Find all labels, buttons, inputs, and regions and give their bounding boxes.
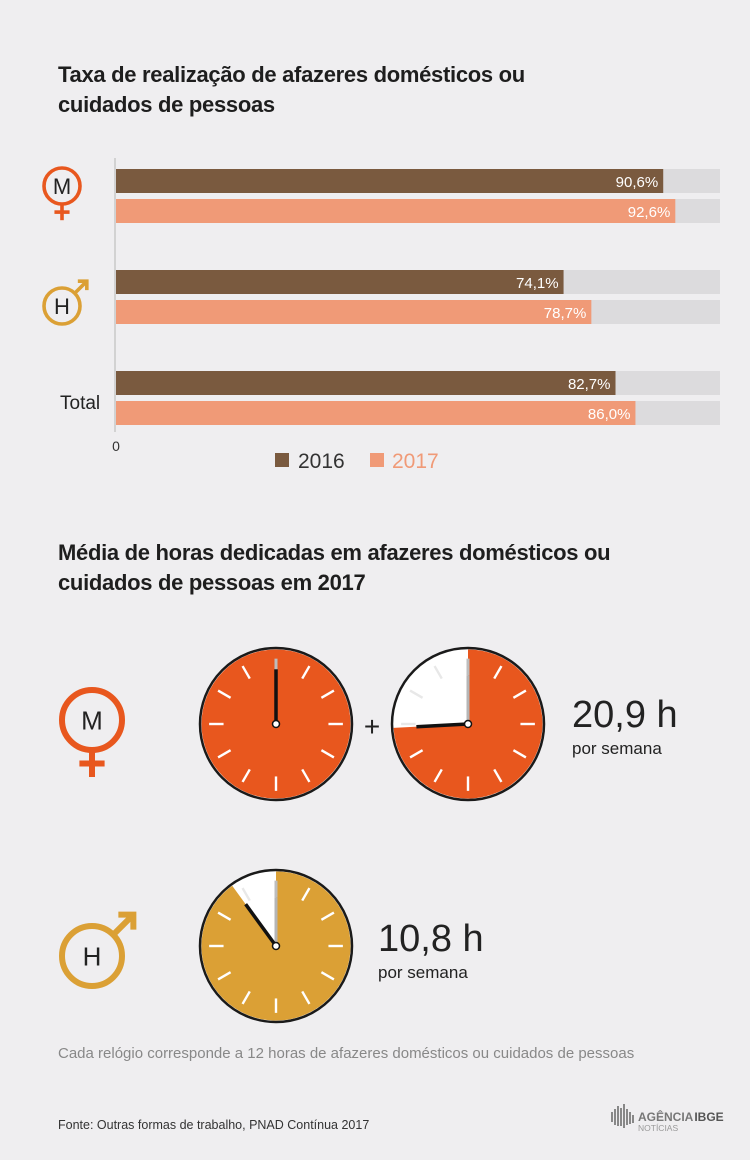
- male-symbol-ring: [59, 923, 125, 989]
- clock-tick: [320, 971, 335, 981]
- bar-2017-h: [116, 300, 592, 324]
- male-hours-value: 10,8 h: [378, 918, 484, 960]
- clock-tick: [433, 768, 443, 783]
- bar-value-label: 92,6%: [628, 204, 671, 221]
- logo-sub-text: NOTÍCIAS: [638, 1123, 678, 1133]
- clock-tick: [409, 689, 424, 699]
- bar-value-label: 90,6%: [616, 174, 659, 191]
- clock-tick: [241, 665, 251, 680]
- male-symbol-ring: [42, 286, 82, 326]
- logo-brand-text: IBGE: [694, 1110, 723, 1124]
- clock-tick: [217, 689, 232, 699]
- clock-tick: [320, 749, 335, 759]
- clock-tick: [217, 749, 232, 759]
- bar-2016-total: [116, 371, 616, 395]
- clock-tick: [409, 749, 424, 759]
- clock: [390, 646, 546, 802]
- bar-value-label: 78,7%: [544, 305, 587, 322]
- male-icon: H: [42, 279, 89, 326]
- bar-value-label: 82,7%: [568, 376, 611, 393]
- bar-chart: 90,6% 92,6% 74,1% 78,7% 82,7% 86,0% M H Total 0 20…: [42, 158, 720, 473]
- clock-tick: [241, 887, 251, 902]
- plus-sign: +: [364, 711, 380, 742]
- male-symbol-letter: H: [83, 941, 102, 971]
- bar-value-label: 74,1%: [516, 275, 559, 292]
- male-hours-unit: por semana: [378, 963, 468, 982]
- clock-tick: [241, 768, 251, 783]
- clock-center: [463, 719, 473, 729]
- clock-tick: [493, 768, 503, 783]
- bar-2016-m: [116, 169, 664, 193]
- clock-pictogram: M +20,9 h por semana H 10,8 h por semana: [59, 646, 678, 1024]
- male-symbol-arrow: [118, 911, 137, 930]
- bar-2016-h: [116, 270, 564, 294]
- female-symbol-letter: M: [81, 705, 103, 735]
- clock-hand: [244, 903, 278, 948]
- x-tick-label: 0: [112, 438, 120, 454]
- legend-label-2016: 2016: [298, 450, 345, 473]
- clock-center: [271, 941, 281, 951]
- logo-main-text: AGÊNCIA: [638, 1109, 694, 1124]
- legend-swatch-2016: [275, 453, 289, 467]
- bar-value-label: 86,0%: [588, 406, 631, 423]
- category-label-total: Total: [60, 393, 100, 414]
- logo-bars-icon: [611, 1104, 634, 1128]
- clock-tick: [217, 911, 232, 921]
- clock-center: [271, 719, 281, 729]
- svg-text:AGÊNCIAIBGE: AGÊNCIAIBGE: [638, 1109, 724, 1124]
- clock-tick: [512, 689, 527, 699]
- clock: [198, 868, 354, 1024]
- clock-tick: [493, 665, 503, 680]
- male-symbol-letter: H: [54, 294, 70, 319]
- clock-tick: [512, 749, 527, 759]
- clock-tick: [301, 990, 311, 1005]
- bar-2017-m: [116, 199, 676, 223]
- male-symbol-stem: [111, 912, 136, 937]
- female-symbol-letter: M: [53, 174, 71, 199]
- bar-2017-total: [116, 401, 636, 425]
- clock-tick: [320, 689, 335, 699]
- legend-swatch-2017: [370, 453, 384, 467]
- female-icon-large: M: [59, 687, 125, 777]
- clock-tick: [241, 990, 251, 1005]
- clock-chart-title: Média de horas dedicadas em afazeres dom…: [58, 540, 611, 595]
- male-symbol-stem: [73, 279, 89, 295]
- male-icon-large: H: [59, 911, 137, 989]
- clock-tick: [301, 768, 311, 783]
- bar-chart-title: Taxa de realização de afazeres doméstico…: [58, 62, 525, 117]
- clock-tick: [217, 971, 232, 981]
- female-hours-unit: por semana: [572, 739, 662, 758]
- clock: [198, 646, 354, 802]
- female-hours-value: 20,9 h: [572, 694, 678, 736]
- clock-tick: [301, 887, 311, 902]
- clock-tick: [433, 665, 443, 680]
- clock-tick: [320, 911, 335, 921]
- legend-label-2017: 2017: [392, 450, 439, 473]
- clock-hand: [416, 722, 469, 729]
- female-icon: M: [42, 166, 82, 221]
- clock-tick: [301, 665, 311, 680]
- source-note: Fonte: Outras formas de trabalho, PNAD C…: [58, 1118, 370, 1132]
- footnote: Cada relógio corresponde a 12 horas de a…: [58, 1045, 635, 1062]
- male-symbol-arrow: [77, 279, 89, 291]
